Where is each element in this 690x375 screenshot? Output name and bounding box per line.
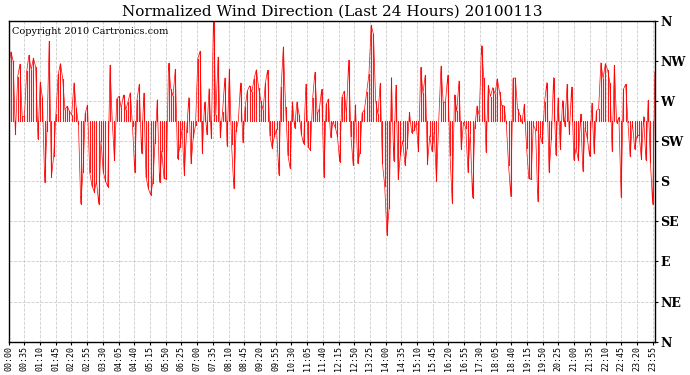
Text: Copyright 2010 Cartronics.com: Copyright 2010 Cartronics.com (12, 27, 168, 36)
Title: Normalized Wind Direction (Last 24 Hours) 20100113: Normalized Wind Direction (Last 24 Hours… (121, 4, 542, 18)
